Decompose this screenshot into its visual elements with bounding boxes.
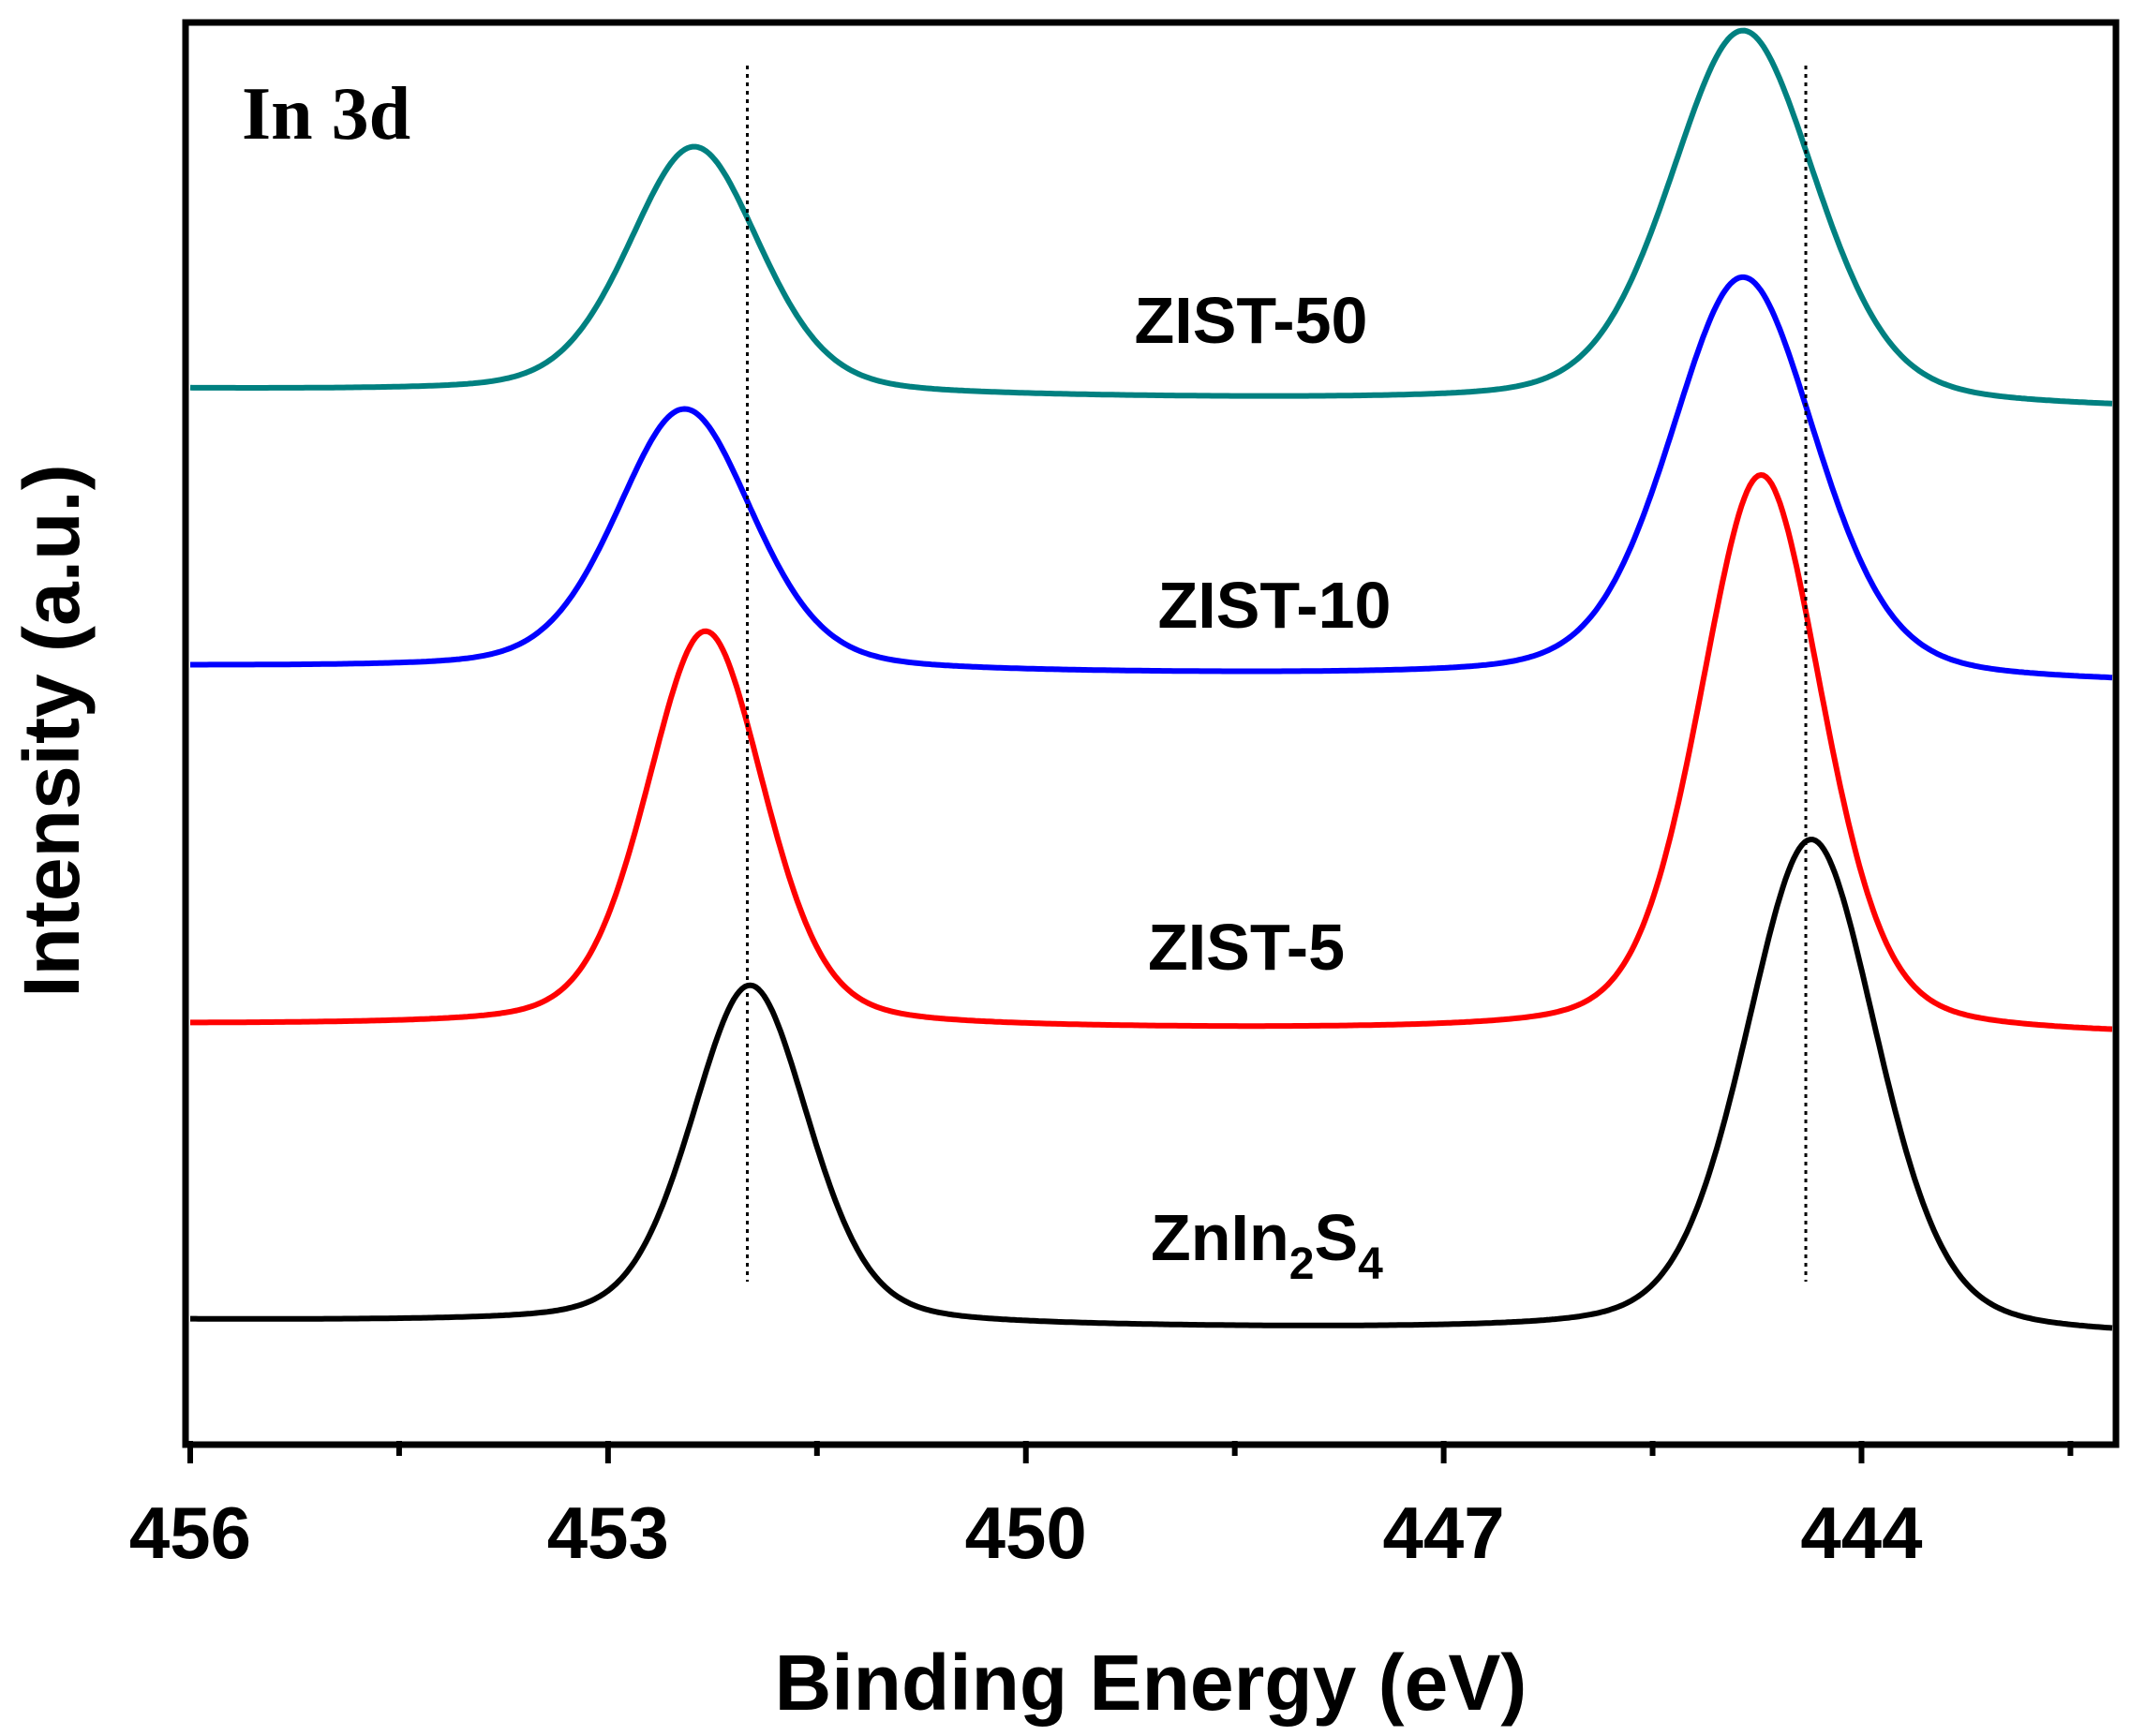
- plot-frame: [182, 19, 2120, 1448]
- x-tick-label: 453: [547, 1491, 669, 1574]
- panel-title: In 3d: [242, 73, 410, 156]
- series-layer: [189, 27, 2113, 1331]
- x-tick-label: 456: [129, 1491, 251, 1574]
- x-tick-label: 447: [1383, 1491, 1505, 1574]
- label-zist-5: ZIST-5: [1148, 911, 1345, 984]
- series-line-zist-50: [189, 27, 2113, 407]
- label-znin2s4: ZnIn2S4: [1151, 1201, 1383, 1289]
- x-axis-title: Binding Energy (eV): [775, 1639, 1527, 1727]
- y-axis-title: Intensity (a.u.): [7, 464, 96, 997]
- label-znin2s4-mid: S: [1314, 1201, 1358, 1274]
- x-tick-label: 450: [965, 1491, 1087, 1574]
- x-tick-label: 444: [1800, 1491, 1922, 1574]
- label-znin2s4-sub1: 2: [1289, 1239, 1315, 1289]
- label-znin2s4-sub2: 4: [1358, 1239, 1383, 1289]
- series-line-zist-5: [189, 472, 2113, 1032]
- x-axis-ticks: 456 453 450 447 444: [129, 1441, 2074, 1574]
- label-znin2s4-main: ZnIn: [1151, 1201, 1289, 1274]
- label-zist-10: ZIST-10: [1158, 569, 1392, 642]
- reference-lines: [745, 66, 1808, 1282]
- series-line-znin2s4: [189, 837, 2113, 1331]
- series-line-zist-10: [189, 274, 2113, 681]
- label-zist-50: ZIST-50: [1135, 284, 1368, 357]
